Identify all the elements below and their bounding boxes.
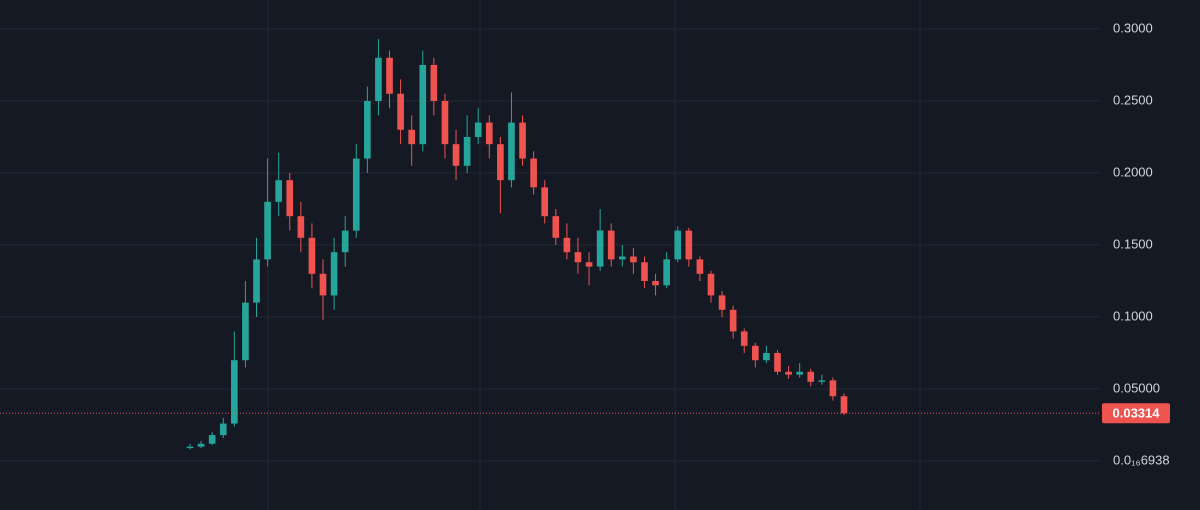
candle-body bbox=[231, 360, 238, 424]
y-tick-label: 0.0₁₆6938 bbox=[1113, 452, 1170, 467]
candle-body bbox=[485, 122, 493, 145]
candle-body bbox=[740, 331, 748, 346]
candle-body bbox=[341, 230, 349, 253]
candle-body bbox=[607, 230, 615, 260]
last-price-label: 0.03314 bbox=[1113, 406, 1161, 421]
candle-body bbox=[197, 443, 205, 447]
candle-body bbox=[375, 57, 382, 101]
candle-body bbox=[674, 230, 682, 260]
candle-body bbox=[774, 353, 781, 372]
y-tick-label: 0.2500 bbox=[1113, 92, 1153, 107]
candle-body bbox=[242, 302, 249, 361]
candle-body bbox=[552, 216, 560, 238]
candle-body bbox=[364, 100, 371, 159]
candle-body bbox=[818, 380, 826, 382]
candle-body bbox=[596, 230, 604, 267]
candle-body bbox=[275, 180, 283, 202]
candle-body bbox=[796, 371, 803, 375]
candle-body bbox=[541, 187, 549, 217]
candle-body bbox=[441, 100, 449, 145]
candle-body bbox=[663, 259, 670, 286]
candle-body bbox=[452, 144, 460, 166]
y-tick-label: 0.05000 bbox=[1113, 380, 1160, 395]
candle-body bbox=[397, 93, 404, 130]
candle-body bbox=[308, 237, 316, 274]
candle-body bbox=[352, 158, 360, 231]
candle-body bbox=[330, 252, 338, 296]
candle-body bbox=[419, 64, 427, 145]
candle-body bbox=[574, 252, 582, 263]
candle-body bbox=[785, 371, 792, 375]
candle-body bbox=[519, 122, 526, 159]
y-tick-label: 0.3000 bbox=[1113, 20, 1153, 35]
candle-body bbox=[563, 237, 571, 253]
candle-body bbox=[208, 435, 216, 444]
y-tick-label: 0.1500 bbox=[1113, 236, 1153, 251]
candle-body bbox=[707, 273, 715, 296]
candle-body bbox=[430, 64, 438, 101]
y-tick-label: 0.2000 bbox=[1113, 164, 1153, 179]
candle-body bbox=[386, 57, 393, 94]
candle-body bbox=[297, 216, 305, 238]
candle-body bbox=[253, 259, 260, 303]
candle-body bbox=[829, 380, 837, 397]
candle-body bbox=[497, 144, 504, 181]
candle-body bbox=[219, 423, 227, 436]
y-tick-label: 0.1000 bbox=[1113, 308, 1153, 323]
candle-body bbox=[696, 259, 704, 274]
candle-body bbox=[751, 345, 759, 361]
candle-body bbox=[685, 230, 693, 260]
candle-body bbox=[264, 201, 271, 260]
candle-body bbox=[508, 122, 515, 181]
candle-body bbox=[474, 122, 482, 137]
candle-body bbox=[463, 136, 471, 166]
candle-body bbox=[718, 295, 726, 310]
candle-body bbox=[807, 371, 815, 382]
candle-body bbox=[618, 256, 626, 260]
candle-body bbox=[408, 129, 416, 145]
candle-body bbox=[286, 180, 294, 217]
candle-body bbox=[186, 446, 194, 449]
candle-body bbox=[630, 256, 637, 263]
candle-body bbox=[585, 262, 593, 267]
candle-body bbox=[763, 353, 770, 361]
candle-body bbox=[840, 396, 848, 414]
candle-body bbox=[652, 280, 659, 286]
last-price-box bbox=[1102, 403, 1170, 424]
candle-body bbox=[319, 273, 327, 296]
candle-body bbox=[530, 158, 537, 188]
candle-body bbox=[641, 262, 648, 281]
candle-body bbox=[729, 309, 737, 332]
